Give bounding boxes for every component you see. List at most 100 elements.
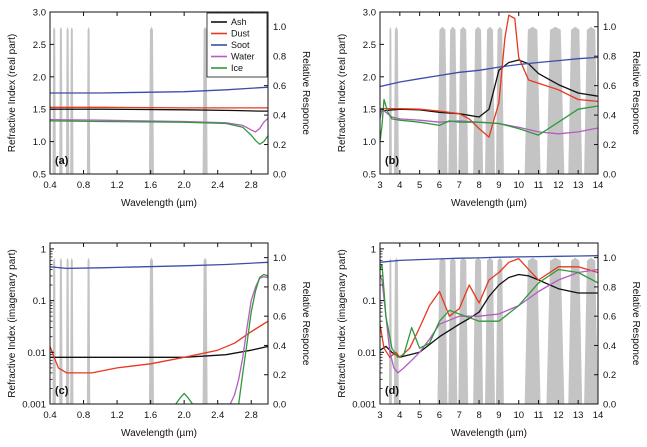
y-tick-label: 1: [41, 244, 46, 255]
y-tick-label: 1.5: [363, 105, 376, 116]
panel-c-frame: [49, 242, 269, 405]
x-tick-label: 1.2: [110, 180, 123, 191]
y2-axis-label: Relative Responce: [300, 51, 311, 135]
response-band: [458, 257, 469, 404]
panel-b-lines: [380, 14, 598, 142]
x-tick-label: 5: [417, 410, 422, 421]
x-tick-label: 0.8: [77, 410, 90, 421]
response-band: [52, 257, 56, 404]
x-axis-label: Wavelength (µm): [451, 198, 527, 209]
response-band: [70, 26, 74, 174]
y-tick-label: 3.0: [33, 8, 46, 19]
legend-label-water: Water: [231, 52, 255, 62]
y-tick-label: 2.0: [363, 72, 376, 83]
response-band: [495, 257, 504, 404]
y2-tick-label: 0.8: [273, 52, 286, 63]
panel-c: 0.4 0.8 1.2 1.6 2.0 2.4 2.8 0.001 0.01 0.1 1 0.0 0.2…: [7, 242, 311, 439]
x-tick-label: 11: [534, 410, 544, 421]
x-tick-label: 7: [457, 180, 462, 191]
y2-tick-label: 1.0: [273, 22, 286, 33]
x-tick-label: 3: [377, 180, 382, 191]
y2-tick-label: 0.2: [603, 140, 616, 151]
x-tick-label: 10: [513, 410, 524, 421]
y2-tick-label: 0.2: [273, 370, 286, 381]
series-line-ice: [175, 273, 268, 404]
y2-axis-label: Relative Responce: [630, 282, 641, 366]
y2-tick-label: 0.6: [273, 81, 286, 92]
panel-a: 0.4 0.8 1.2 1.6 2.0 2.4 2.8 0.5 1.0 1.5 2.0 2.5 3.0 0…: [7, 8, 311, 210]
response-band: [448, 257, 458, 404]
y-axis-label: Refractive Index (real part): [337, 34, 348, 152]
y-axis-label: Refractive Index (imagenary part): [337, 249, 348, 397]
y-tick-label: 1.0: [363, 137, 376, 148]
series-line-water: [380, 108, 598, 135]
response-band: [458, 26, 469, 174]
legend-label-soot: Soot: [231, 40, 250, 50]
y-tick-label: 1.0: [33, 137, 46, 148]
series-line-dust: [50, 320, 268, 374]
panel-b-frame: [379, 11, 599, 175]
y-axis-label: Refractive Index (real part): [7, 34, 18, 152]
y2-tick-label: 0.2: [603, 370, 616, 381]
y2-tick-label: 0.4: [273, 111, 286, 122]
panel-a-frame: [49, 11, 269, 175]
y-tick-label: 0.1: [363, 296, 376, 307]
x-tick-label: 9: [496, 180, 501, 191]
panel-label: (a): [55, 155, 69, 167]
panel-c-response: [52, 257, 208, 404]
series-line-dust: [380, 257, 598, 358]
x-tick-label: 1.6: [144, 180, 157, 191]
x-tick-label: 1.6: [144, 410, 157, 421]
x-tick-label: 5: [417, 180, 422, 191]
series-line-soot: [50, 261, 268, 270]
y2-tick-label: 1.0: [603, 22, 616, 33]
response-band: [584, 257, 598, 404]
x-tick-label: 2.8: [245, 410, 258, 421]
y2-tick-label: 0.4: [603, 341, 616, 352]
response-band: [148, 26, 154, 174]
panel-b-response: [388, 26, 598, 174]
response-band: [393, 26, 399, 174]
y-tick-label: 3.0: [363, 8, 376, 19]
series-line-dust: [50, 106, 268, 109]
y2-tick-label: 0.8: [273, 282, 286, 293]
response-band: [473, 257, 484, 404]
y-tick-label: 0.1: [33, 296, 46, 307]
response-band: [70, 257, 74, 404]
response-band: [473, 26, 484, 174]
response-band: [86, 257, 91, 404]
response-band: [65, 26, 70, 174]
response-band: [393, 257, 399, 404]
panel-d-frame: [379, 242, 599, 405]
x-tick-label: 0.4: [43, 180, 56, 191]
series-line-ice: [380, 263, 598, 358]
panel-a-lines: [50, 86, 268, 145]
series-line-ice: [380, 98, 598, 142]
x-tick-label: 12: [553, 180, 564, 191]
y2-axis-label: Relative Responce: [630, 51, 641, 135]
x-tick-label: 11: [534, 180, 544, 191]
response-band: [546, 257, 565, 404]
y2-tick-label: 0.0: [273, 400, 286, 411]
panel-b: 3 4 5 6 7 8 9 10 11 12 13 14 0.5 1.0 1.5 2.0 2.5 3.0 0.0 0.…: [337, 8, 641, 210]
series-line-soot: [380, 255, 598, 263]
y-tick-label: 0.5: [33, 170, 46, 181]
y2-tick-label: 0.0: [603, 170, 616, 181]
response-band: [524, 26, 541, 174]
response-band: [59, 257, 63, 404]
y2-tick-label: 1.0: [273, 253, 286, 264]
y2-tick-label: 1.0: [603, 253, 616, 264]
x-tick-label: 1.2: [110, 410, 123, 421]
panel-d: 3 4 5 6 7 8 9 10 11 12 13 14 0.001 0.01 0.1 1 0.0 0.2 0.4 0…: [337, 242, 641, 439]
panel-d-response: [388, 257, 598, 404]
x-tick-label: 2.8: [245, 180, 258, 191]
series-line-soot: [380, 56, 598, 88]
panel-label: (c): [55, 385, 69, 397]
series-line-ice: [50, 120, 268, 145]
x-tick-label: 9: [496, 410, 501, 421]
legend-label-ice: Ice: [231, 63, 243, 73]
panel-d-lines: [380, 255, 598, 374]
x-tick-label: 4: [397, 410, 402, 421]
series-line-ash: [380, 59, 598, 118]
